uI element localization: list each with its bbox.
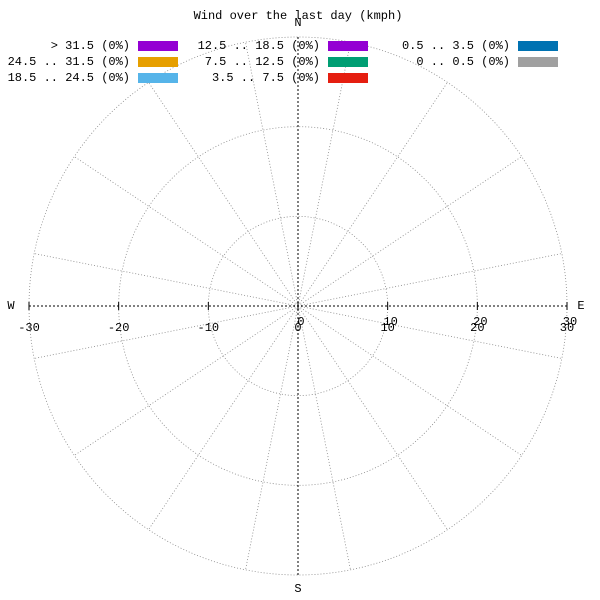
legend-label: 24.5 .. 31.5 (0%) (8, 55, 130, 69)
r-tick-label: 0 (297, 315, 304, 329)
direction-label: W (7, 299, 15, 313)
r-tick-label: 20 (473, 315, 487, 329)
x-tick-label: -10 (198, 321, 220, 335)
legend-swatch (328, 73, 368, 83)
sector-line (34, 305, 299, 359)
x-tick-label: 30 (560, 321, 574, 335)
legend-swatch (138, 57, 178, 67)
legend-label: 7.5 .. 12.5 (0%) (205, 55, 320, 69)
legend-label: > 31.5 (0%) (51, 39, 130, 53)
legend-label: 12.5 .. 18.5 (0%) (198, 39, 320, 53)
r-tick-label: 10 (383, 315, 397, 329)
x-tick-label: 20 (470, 321, 484, 335)
sector-line (297, 305, 351, 570)
x-tick-label: -30 (18, 321, 40, 335)
legend-label: 3.5 .. 7.5 (0%) (212, 71, 320, 85)
x-tick-label: 10 (380, 321, 394, 335)
sector-line (297, 305, 562, 359)
legend-label: 18.5 .. 24.5 (0%) (8, 71, 130, 85)
direction-label: N (294, 16, 301, 30)
x-tick-label: 0 (294, 321, 301, 335)
legend-swatch (518, 41, 558, 51)
direction-label: E (577, 299, 584, 313)
x-tick-label: -20 (108, 321, 130, 335)
chart-title: Wind over the last day (kmph) (194, 9, 403, 23)
sector-line (34, 253, 299, 307)
legend-label: 0.5 .. 3.5 (0%) (402, 39, 510, 53)
legend-swatch (138, 73, 178, 83)
sector-line (245, 305, 299, 570)
legend-label: 0 .. 0.5 (0%) (416, 55, 510, 69)
legend-swatch (328, 57, 368, 67)
legend-swatch (518, 57, 558, 67)
r-tick-label: 30 (563, 315, 577, 329)
legend-swatch (138, 41, 178, 51)
sector-line (297, 253, 562, 307)
legend-swatch (328, 41, 368, 51)
direction-label: S (294, 582, 301, 596)
